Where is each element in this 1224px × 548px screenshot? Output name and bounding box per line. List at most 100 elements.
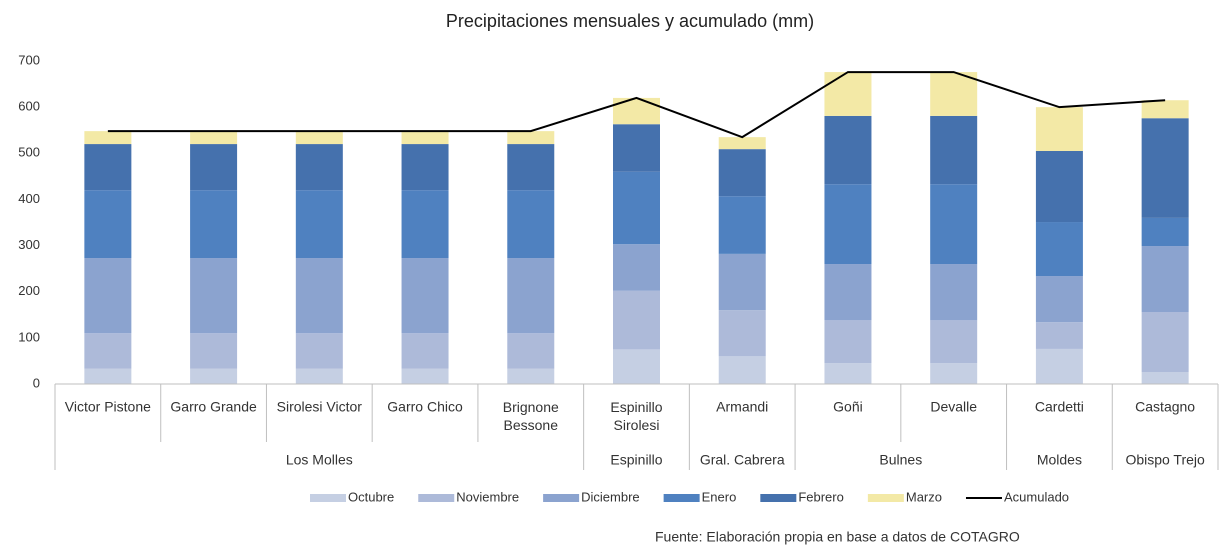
legend-swatch [543,494,580,502]
bar-segment [718,253,766,311]
y-tick-label: 200 [18,283,40,298]
bar-segment [930,264,978,321]
bar-segment [401,368,449,384]
bar-segment [190,144,238,191]
bar-segment [84,144,132,191]
bar-segment [930,72,978,116]
legend-label: Febrero [798,489,844,504]
bar-segment [295,333,343,369]
group-label: Bulnes [879,452,922,468]
bar-segment [613,171,660,245]
x-tick-label: Brignone Bessone [503,399,559,433]
legend-swatch [310,494,346,502]
legend-label: Diciembre [581,489,640,504]
bar-segment [1035,348,1083,384]
bar-segment [613,244,660,291]
chart-title: Precipitaciones mensuales y acumulado (m… [446,11,814,31]
x-tick-label: Victor Pistone [65,399,151,415]
bar-segment [190,131,238,145]
bar-segment [84,333,132,369]
bar-segment [718,356,766,384]
bar-segment [1141,100,1189,119]
group-label: Los Molles [286,452,353,468]
bar-segment [930,115,978,185]
bar-segment [1035,322,1083,349]
bar-segment [718,149,766,197]
bar-segment [1035,222,1083,277]
bar-segment [401,258,449,334]
legend-swatch [760,494,797,502]
bar-segment [295,368,343,384]
y-tick-label: 700 [18,52,40,67]
bar-segment [718,137,766,150]
bar-segment [824,115,872,185]
cumulative-line [107,71,1166,139]
y-tick-label: 0 [33,375,40,390]
bar-segment [507,333,555,369]
bar-segment [824,363,872,384]
bar-segment [190,333,238,369]
bar-segment [824,264,872,321]
group-label: Gral. Cabrera [700,452,785,468]
bar-segment [824,184,872,265]
bar-segment [824,72,872,116]
legend-label: Marzo [906,489,942,504]
x-tick-label: Garro Grande [170,399,257,415]
bar-segment [190,368,238,384]
bar-segment [84,368,132,384]
bar-segment [718,196,766,254]
bar-segment [84,190,132,259]
bar-segment [401,144,449,191]
bar-segment [1141,118,1189,218]
legend-label: Noviembre [456,489,519,504]
x-tick-label: Espinillo Sirolesi [610,399,662,433]
x-tick-label: Devalle [930,399,977,415]
bar-segment [1141,246,1189,313]
bar-segment [401,131,449,145]
bar-segment [507,368,555,384]
bar-segment [1141,312,1189,373]
bar-segment [507,131,555,145]
source-note: Fuente: Elaboración propia en base a dat… [655,529,1020,545]
bar-segment [507,144,555,191]
legend-label: Enero [702,489,737,504]
bar-segment [613,349,660,384]
bar-segment [1035,107,1083,151]
bar-segment [295,131,343,145]
bar-segment [930,184,978,265]
bar-segment [507,190,555,259]
bar-segment [401,190,449,259]
y-tick-label: 100 [18,329,40,344]
bar-segment [84,131,132,145]
x-tick-label: Armandi [716,399,768,415]
bar-segment [613,124,660,172]
legend-swatch [418,494,455,502]
group-label: Obispo Trejo [1125,452,1205,468]
group-label: Espinillo [610,452,662,468]
bar-segment [1141,372,1189,384]
bar-segment [718,310,766,357]
bar-segment [295,144,343,191]
y-tick-label: 300 [18,237,40,252]
legend-label: Acumulado [1004,489,1069,504]
y-tick-label: 600 [18,99,40,114]
x-tick-label: Cardetti [1035,399,1084,415]
x-tick-label: Garro Chico [387,399,463,415]
group-label: Moldes [1037,452,1082,468]
x-tick-label: Sirolesi Victor [277,399,363,415]
bar-segment [1035,150,1083,223]
bar-segment [190,258,238,334]
bar-segment [930,363,978,384]
legend-swatch [867,494,904,502]
bar-segment [824,320,872,364]
bar-segment [930,320,978,364]
bar-segment [84,258,132,334]
bar-segment [613,97,660,125]
bar-segment [295,258,343,334]
legend-label: Octubre [348,489,394,504]
y-tick-label: 400 [18,191,40,206]
bar-segment [507,258,555,334]
bar-segment [1141,217,1189,247]
bar-segment [613,290,660,350]
